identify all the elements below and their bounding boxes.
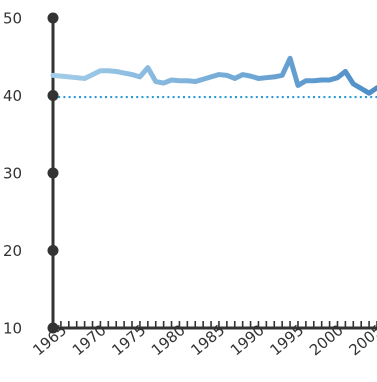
y-tick-dot-50 [47,12,59,24]
y-tick-label-50: 50 [3,10,22,28]
y-tick-dot-30 [47,167,59,179]
y-tick-label-20: 20 [3,242,22,260]
y-tick-label-40: 40 [3,87,22,105]
series-group [50,55,377,96]
y-tick-label-30: 30 [3,165,22,183]
y-tick-dot-40 [47,90,59,101]
series-line [50,55,377,96]
axes [51,18,377,330]
ticks-group: 1020304050196519701975198019851990199520… [3,10,377,359]
y-tick-dot-20 [47,245,59,256]
y-tick-label-10: 10 [3,320,22,338]
